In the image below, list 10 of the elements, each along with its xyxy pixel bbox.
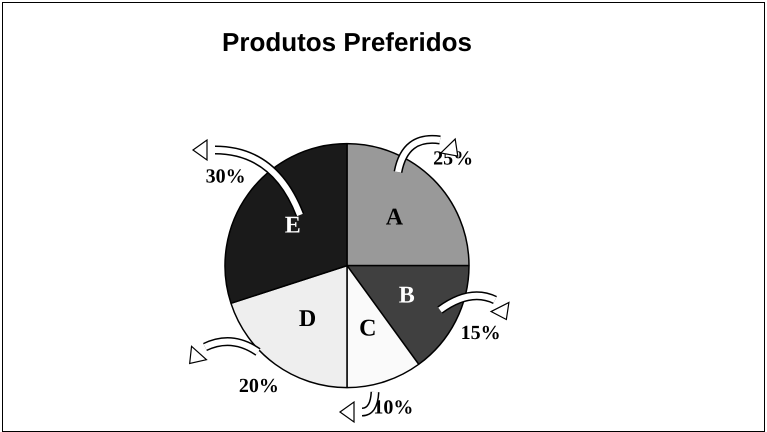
data-label: 30% [206,166,246,188]
slice-label: B [398,282,415,308]
data-label: 15% [460,322,501,344]
slice-label: C [359,316,376,342]
slice-label: E [284,212,301,238]
data-label: 10% [373,396,414,418]
slice-label: D [298,306,316,332]
slice-label: A [386,204,404,230]
data-label: 20% [238,375,279,398]
chart-title: Produtos Preferidos [222,26,472,57]
